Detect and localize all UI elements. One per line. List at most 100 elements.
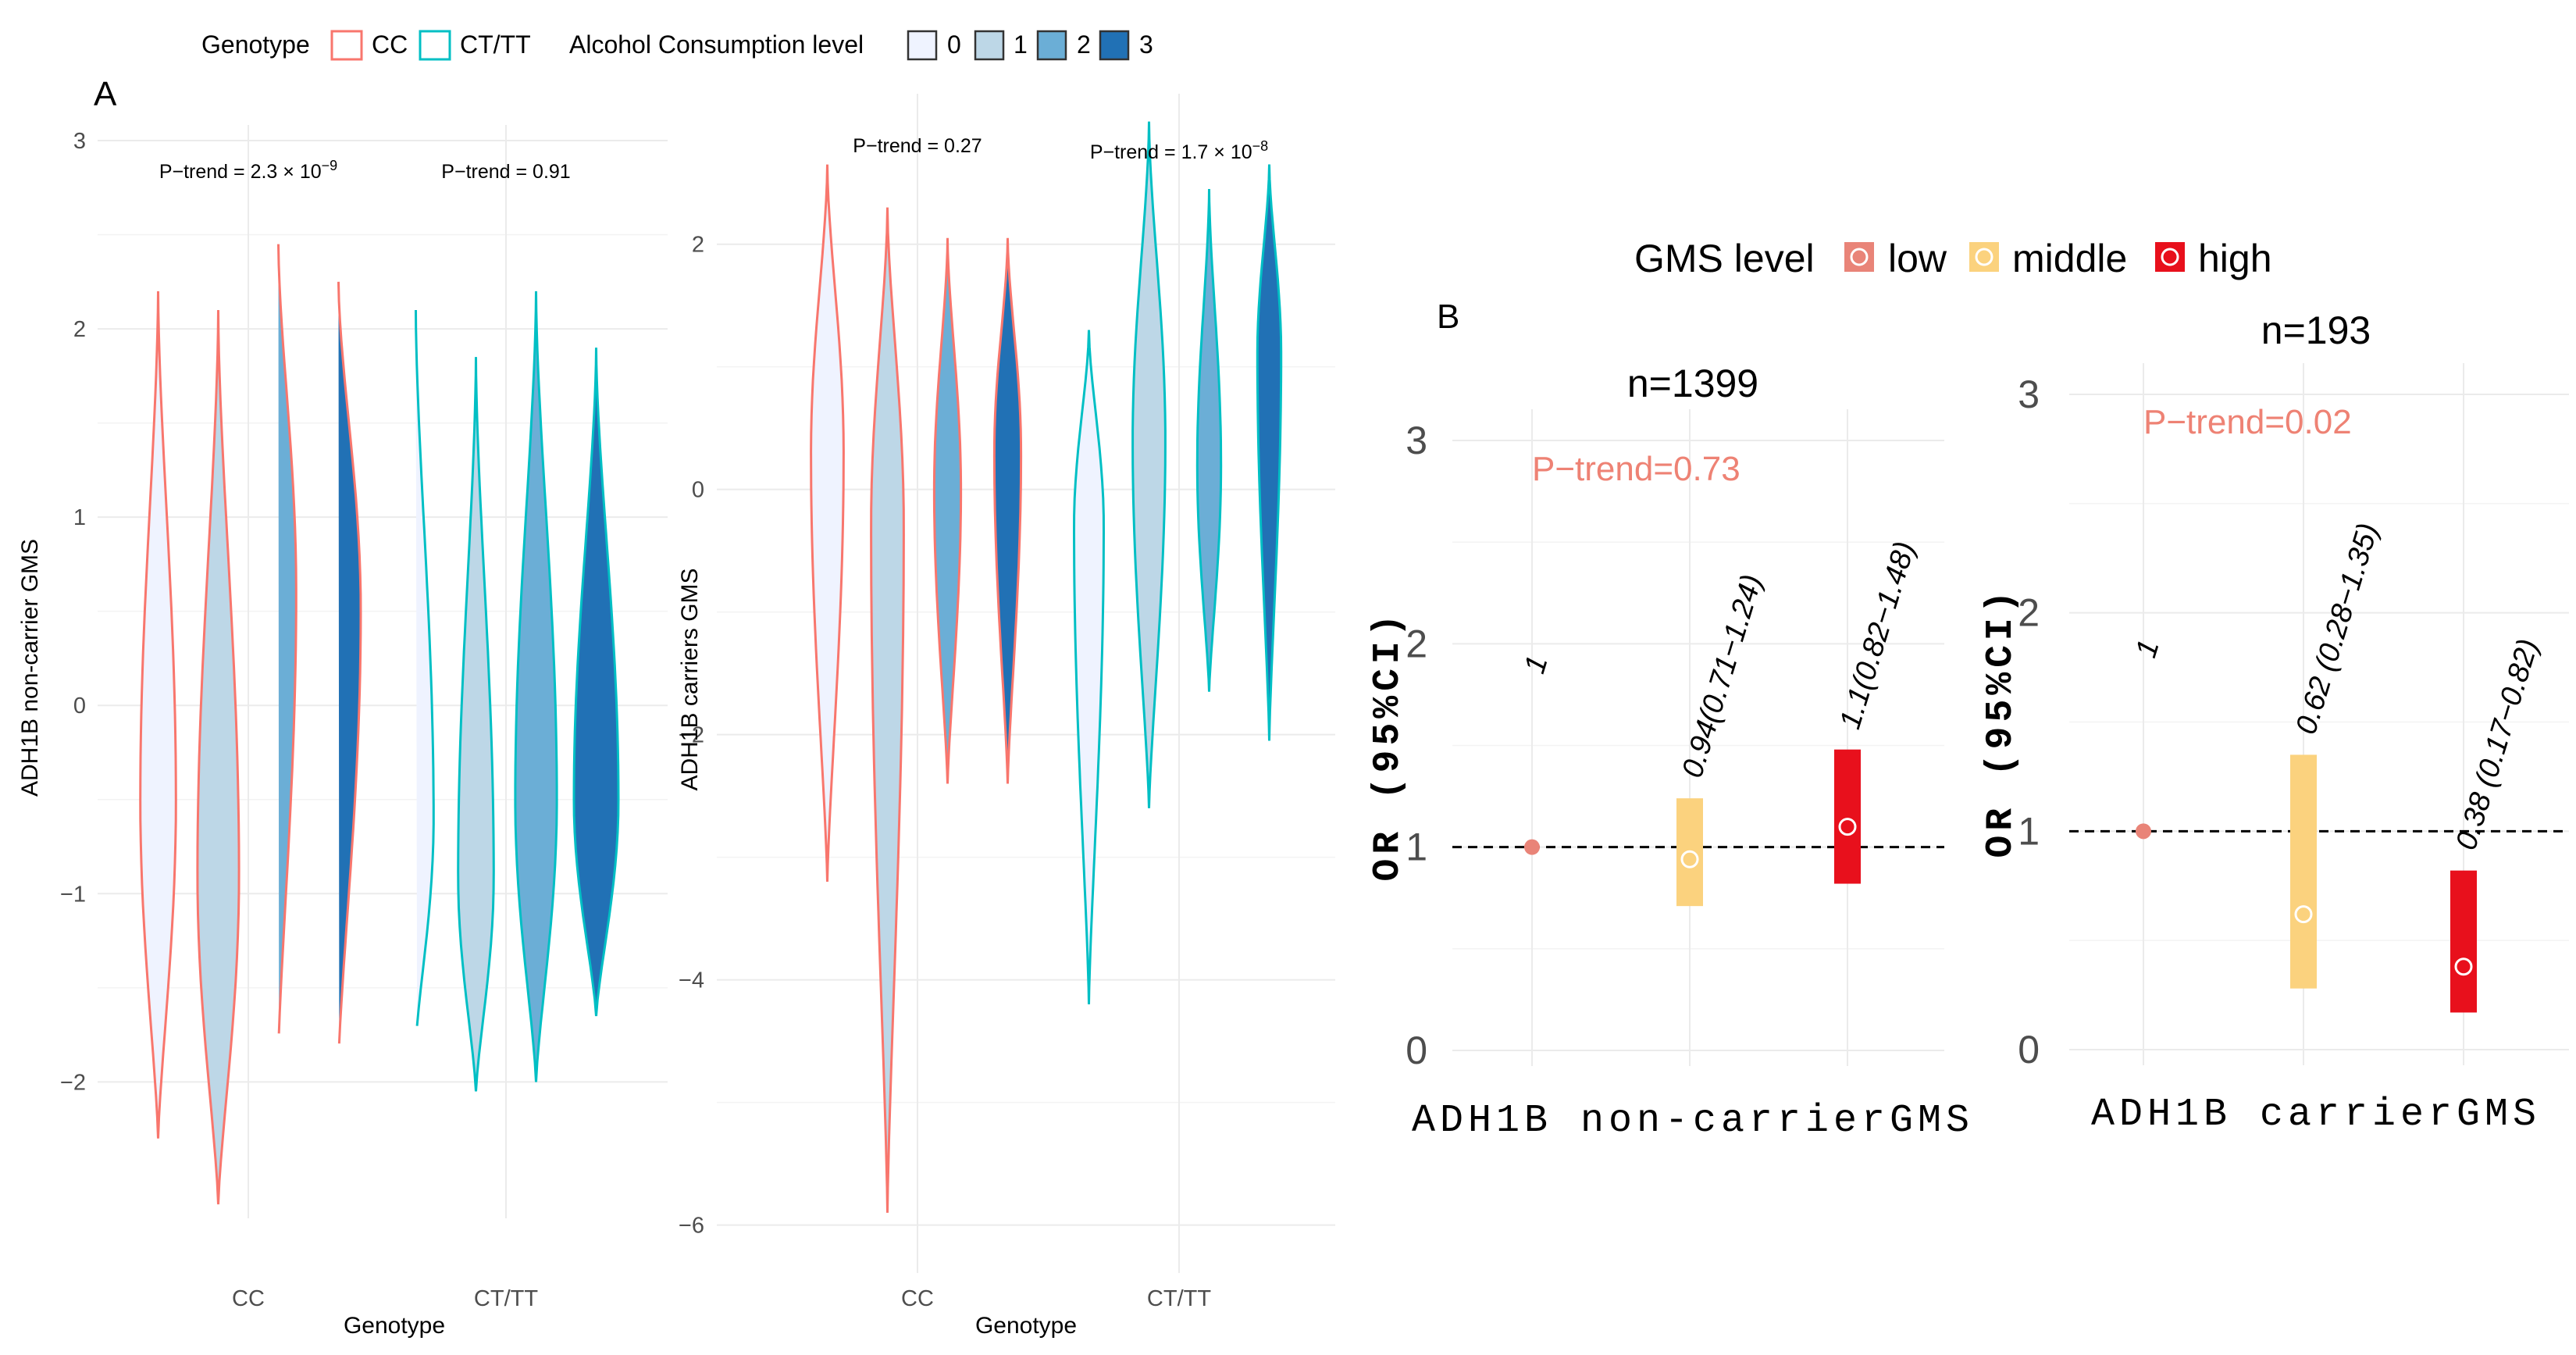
y-tick-label: −4 [679, 968, 704, 993]
y-tick-label: 2 [692, 233, 704, 258]
or-point-low [1524, 839, 1540, 855]
violin-CC-level0 [810, 164, 845, 883]
legend-level2-key [1036, 30, 1067, 61]
legend-low-dot [1850, 248, 1869, 266]
ptrend-label: P−trend=0.73 [1532, 450, 1740, 488]
or-point-middle [1680, 850, 1699, 868]
ptrend-annotation: P−trend = 0.91 [441, 161, 570, 183]
ptrend-annotation: P−trend = 0.27 [853, 135, 982, 157]
y-tick-label: 1 [2018, 809, 2040, 853]
legend-middle-dot [1975, 248, 1993, 266]
ptrend-annotation: P−trend = 1.7 × 10−8 [1090, 138, 1268, 163]
legend-high-label: high [2198, 237, 2272, 280]
x-tick-label: CT/TT [474, 1286, 538, 1311]
y-tick-label: 0 [692, 478, 704, 503]
plots: −2 −1 0 1 2 3 CC CT/TT P−trend = 2.3 × 10−9 P−tre… [17, 94, 2569, 1339]
legend-b: GMS level low middle high [1634, 237, 2272, 280]
y-tick-label: 1 [1406, 825, 1427, 869]
y-tick-label: −2 [60, 1070, 86, 1095]
y-tick-label: 2 [73, 317, 86, 342]
violin-CC-level0 [139, 291, 177, 1139]
violin-CC-level1 [196, 309, 240, 1205]
y-tick-label: 3 [73, 129, 86, 154]
or-point-high [1838, 818, 1857, 836]
or-label-low: 1 [1518, 652, 1554, 677]
ptrend-label: P−trend=0.02 [2143, 403, 2352, 441]
legend-level0-key [907, 30, 938, 61]
legend-alcohol-title: Alcohol Consumption level [569, 30, 864, 59]
violin-panel-1: −2 −1 0 1 2 3 CC CT/TT P−trend = 2.3 × 10−9 P−tre… [17, 125, 668, 1339]
x-axis-title: ADH1B non-carrierGMS [1412, 1099, 1974, 1143]
x-axis-title: Genotype [344, 1313, 445, 1339]
y-tick-label: 0 [73, 694, 86, 719]
y-tick-label: 2 [2018, 591, 2040, 635]
violin-CTTT-level3 [1256, 164, 1283, 741]
violin-CTTT-level1 [1131, 121, 1167, 808]
violin-CTTT-level2 [514, 291, 558, 1082]
y-tick-label: 0 [1406, 1029, 1427, 1072]
legend-cc-key [330, 30, 363, 61]
legend-middle-key [1969, 242, 1999, 272]
violin-CC-level1 [870, 207, 905, 1213]
legend-genotype-title: Genotype [201, 30, 310, 59]
y-tick-label: 1 [73, 505, 86, 530]
legend-cc-label: CC [372, 30, 408, 59]
legend-gms-title: GMS level [1634, 237, 1815, 280]
y-tick-label: 0 [2018, 1028, 2040, 1072]
panel-a-label: A [94, 75, 117, 113]
violin-panel-2: −6 −4 −2 0 2 CC CT/TT P−trend = 0.27 P−trend = 1… [677, 94, 1335, 1339]
or-label-low: 1 [2129, 636, 2165, 661]
legend-level1-key [974, 30, 1005, 61]
or-point-middle [2294, 905, 2313, 924]
ci-bar-high [1834, 749, 1861, 884]
y-tick-label: −1 [60, 882, 86, 907]
legend-level0-label: 0 [947, 30, 961, 59]
y-tick-label: 3 [1406, 419, 1427, 462]
y-axis-title: OR (95%CI) [1980, 586, 2022, 858]
legend-low-key [1844, 242, 1874, 272]
x-tick-label: CT/TT [1147, 1286, 1211, 1311]
violin-CTTT-level1 [457, 357, 495, 1092]
violin-CC-level2 [277, 244, 298, 1034]
y-axis-title: ADH1B non-carrier GMS [17, 539, 43, 797]
panel-title: n=193 [2261, 308, 2371, 352]
y-tick-label: −6 [679, 1214, 704, 1239]
legend-cttt-key [419, 30, 451, 61]
violin-CC-level2 [932, 237, 963, 784]
y-tick-label: 2 [1406, 622, 1427, 665]
violin-CTTT-level2 [1195, 188, 1223, 692]
x-tick-label: CC [901, 1286, 934, 1311]
ptrend-annotation: P−trend = 2.3 × 10−9 [159, 158, 337, 183]
y-tick-label: −2 [679, 723, 704, 748]
panel-b-label: B [1437, 298, 1459, 336]
y-axis-title: ADH1B carriers GMS [677, 568, 703, 790]
legend-level3-label: 3 [1139, 30, 1153, 59]
legend-a: Genotype CC CT/TT Alcohol Consumption le… [201, 30, 1153, 61]
legend-low-label: low [1888, 237, 1947, 280]
legend-high-dot [2161, 248, 2179, 266]
y-tick-label: 3 [2018, 373, 2040, 416]
legend-level1-label: 1 [1014, 30, 1028, 59]
x-tick-label: CC [232, 1286, 265, 1311]
violin-CC-level3 [337, 281, 362, 1044]
legend-cttt-label: CT/TT [460, 30, 531, 59]
legend-level3-key [1099, 30, 1130, 61]
y-axis-title: OR (95%CI) [1367, 609, 1409, 881]
x-axis-title: ADH1B carrierGMS [2091, 1093, 2541, 1137]
ci-bar-middle [2290, 754, 2317, 989]
or-point-high [2454, 957, 2473, 976]
x-axis-title: Genotype [975, 1313, 1077, 1339]
or-point-low [2136, 823, 2151, 840]
panel-title: n=1399 [1627, 362, 1758, 405]
violin-CTTT-level0 [415, 309, 435, 1026]
legend-level2-label: 2 [1077, 30, 1091, 59]
legend-high-key [2155, 242, 2185, 272]
violin-CTTT-level3 [572, 348, 620, 1017]
violin-CTTT-level0 [1072, 330, 1106, 1005]
legend-middle-label: middle [2012, 237, 2127, 280]
ci-bar-high [2450, 870, 2477, 1013]
violin-CC-level3 [992, 237, 1023, 784]
